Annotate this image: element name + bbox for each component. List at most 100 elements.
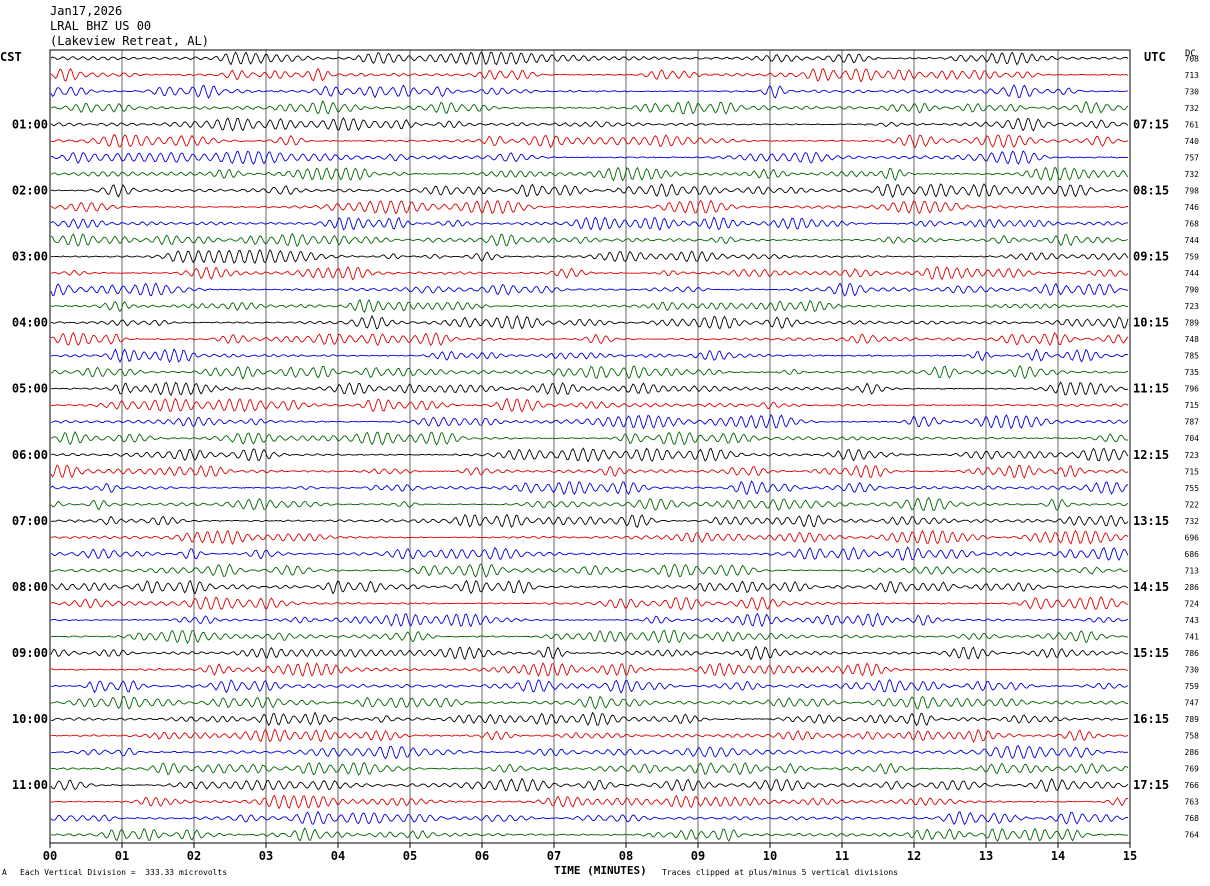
dc-value: 732 — [1185, 170, 1200, 179]
dc-value: 735 — [1185, 368, 1200, 377]
seismic-trace — [50, 745, 1129, 760]
left-hour-label: 08:00 — [12, 580, 48, 594]
dc-value: 764 — [1185, 831, 1200, 840]
header-date: Jan17,2026 — [50, 4, 123, 18]
dc-value: 761 — [1185, 120, 1200, 129]
right-hour-label: 08:15 — [1133, 183, 1169, 197]
dc-value: 759 — [1185, 682, 1200, 691]
right-hour-label: 11:15 — [1133, 382, 1169, 396]
seismic-trace — [50, 464, 1129, 479]
dc-value: 786 — [1185, 649, 1200, 658]
left-hour-label: 04:00 — [12, 316, 48, 330]
dc-label: DC — [1185, 49, 1196, 59]
right-hour-label: 12:15 — [1133, 448, 1169, 462]
x-tick-label: 03 — [259, 849, 273, 863]
dc-value: 785 — [1185, 352, 1200, 361]
dc-value: 798 — [1185, 186, 1200, 195]
dc-value: 766 — [1185, 781, 1200, 790]
dc-value: 768 — [1185, 219, 1200, 228]
dc-value: 704 — [1185, 434, 1200, 443]
left-hour-label: 10:00 — [12, 712, 48, 726]
x-tick-label: 15 — [1123, 849, 1137, 863]
x-tick-label: 01 — [115, 849, 129, 863]
x-tick-label: 05 — [403, 849, 417, 863]
right-hour-label: 14:15 — [1133, 580, 1169, 594]
dc-value: 768 — [1185, 814, 1200, 823]
dc-value: 790 — [1185, 286, 1200, 295]
footer-scale: Each Vertical Division = 333.33 microvol… — [20, 868, 228, 877]
seismic-trace — [50, 249, 1129, 265]
x-tick-label: 10 — [763, 849, 777, 863]
dc-value: 286 — [1185, 748, 1200, 757]
seismic-trace — [50, 150, 1129, 165]
dc-value: 730 — [1185, 87, 1200, 96]
seismic-trace — [50, 546, 1129, 561]
dc-value: 759 — [1185, 253, 1200, 262]
dc-value: 732 — [1185, 517, 1200, 526]
seismic-trace — [50, 777, 1129, 793]
dc-value: 724 — [1185, 599, 1200, 608]
dc-value: 746 — [1185, 203, 1200, 212]
right-hour-label: 13:15 — [1133, 514, 1169, 528]
dc-value: 723 — [1185, 302, 1200, 311]
seismic-trace — [50, 117, 1129, 132]
seismic-trace — [50, 661, 1129, 677]
x-tick-label: 13 — [979, 849, 993, 863]
dc-value: 763 — [1185, 798, 1200, 807]
left-hour-label: 11:00 — [12, 778, 48, 792]
x-tick-label: 00 — [43, 849, 57, 863]
seismic-trace — [50, 266, 1129, 281]
seismic-trace — [50, 232, 1129, 248]
seismic-trace — [50, 447, 1129, 463]
right-hour-label: 16:15 — [1133, 712, 1169, 726]
seismic-trace — [50, 298, 1129, 314]
seismic-trace — [50, 711, 1128, 727]
seismic-trace — [50, 51, 1129, 66]
seismic-trace — [50, 414, 1129, 430]
dc-value: 722 — [1185, 500, 1200, 509]
right-hour-label: 17:15 — [1133, 778, 1169, 792]
seismic-trace — [50, 678, 1129, 694]
left-hour-label: 03:00 — [12, 250, 48, 264]
left-hour-label: 06:00 — [12, 448, 48, 462]
dc-value: 744 — [1185, 269, 1200, 278]
seismic-trace — [50, 133, 1129, 149]
seismic-trace — [51, 761, 1129, 776]
cst-label: CST — [0, 50, 22, 64]
seismic-trace — [50, 480, 1129, 496]
dc-value: 686 — [1185, 550, 1200, 559]
left-hour-label: 09:00 — [12, 646, 48, 660]
dc-value: 758 — [1185, 732, 1200, 741]
dc-value: 730 — [1185, 666, 1200, 675]
seismic-trace — [50, 282, 1129, 297]
seismic-trace — [50, 216, 1129, 231]
x-tick-label: 06 — [475, 849, 489, 863]
dc-value: 796 — [1185, 385, 1200, 394]
x-tick-label: 07 — [547, 849, 561, 863]
seismic-trace — [50, 348, 1129, 364]
right-hour-label: 07:15 — [1133, 117, 1169, 131]
dc-value: 708 — [1185, 54, 1200, 63]
seismic-trace — [50, 595, 1129, 611]
dc-value: 713 — [1185, 566, 1200, 575]
dc-value: 732 — [1185, 104, 1200, 113]
seismic-trace — [50, 728, 1129, 743]
seismic-trace — [50, 629, 1129, 645]
header-location: (Lakeview Retreat, AL) — [50, 34, 209, 48]
x-tick-label: 12 — [907, 849, 921, 863]
seismic-trace — [50, 612, 1129, 628]
dc-value: 713 — [1185, 71, 1200, 80]
dc-value: 715 — [1185, 467, 1200, 476]
dc-value: 757 — [1185, 153, 1200, 162]
dc-value: 286 — [1185, 583, 1200, 592]
right-hour-label: 10:15 — [1133, 316, 1169, 330]
seismic-trace — [50, 364, 1129, 380]
seismic-trace — [50, 810, 1129, 826]
left-hour-label: 01:00 — [12, 117, 48, 131]
header-station: LRAL BHZ US 00 — [50, 19, 152, 33]
dc-value: 744 — [1185, 236, 1200, 245]
dc-value: 740 — [1185, 137, 1200, 146]
seismic-trace — [50, 166, 1129, 182]
x-axis-title: TIME (MINUTES) — [554, 864, 647, 877]
